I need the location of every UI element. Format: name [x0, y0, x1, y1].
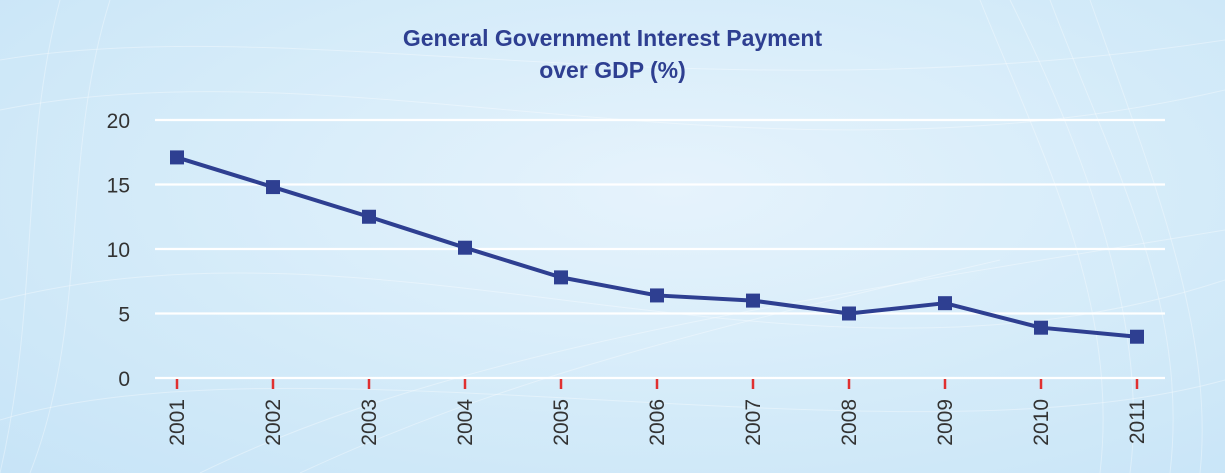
- x-tick-label: 2004: [454, 399, 477, 446]
- data-point-marker: [554, 270, 568, 285]
- x-tick-label: 2011: [1126, 399, 1149, 444]
- x-tick-label: 2006: [646, 399, 669, 446]
- x-tick-label: 2009: [934, 399, 957, 446]
- x-tick-label: 2005: [550, 399, 573, 446]
- data-point-marker: [266, 180, 280, 195]
- x-tick-label: 2002: [262, 399, 285, 446]
- data-point-marker: [362, 209, 376, 224]
- chart-title-line-2: over GDP (%): [539, 57, 686, 83]
- x-tick-label: 2007: [742, 399, 765, 446]
- data-point-marker: [1130, 329, 1144, 344]
- data-point-marker: [650, 288, 664, 303]
- x-tick-label: 2008: [838, 399, 861, 446]
- x-tick-label: 2003: [358, 399, 381, 446]
- data-point-marker: [842, 306, 856, 321]
- data-point-marker: [170, 150, 184, 165]
- y-tick-label: 5: [118, 304, 130, 327]
- chart-title-line-1: General Government Interest Payment: [402, 25, 823, 51]
- y-tick-label: 10: [107, 239, 130, 262]
- y-tick-label: 20: [107, 110, 130, 133]
- x-tick-label: 2010: [1030, 399, 1053, 446]
- data-point-marker: [1034, 320, 1048, 335]
- data-point-marker: [458, 240, 472, 255]
- data-point-marker: [938, 296, 952, 311]
- y-tick-label: 15: [107, 175, 130, 198]
- data-point-marker: [746, 293, 760, 308]
- x-tick-label: 2001: [166, 399, 189, 446]
- y-tick-label: 0: [118, 368, 130, 391]
